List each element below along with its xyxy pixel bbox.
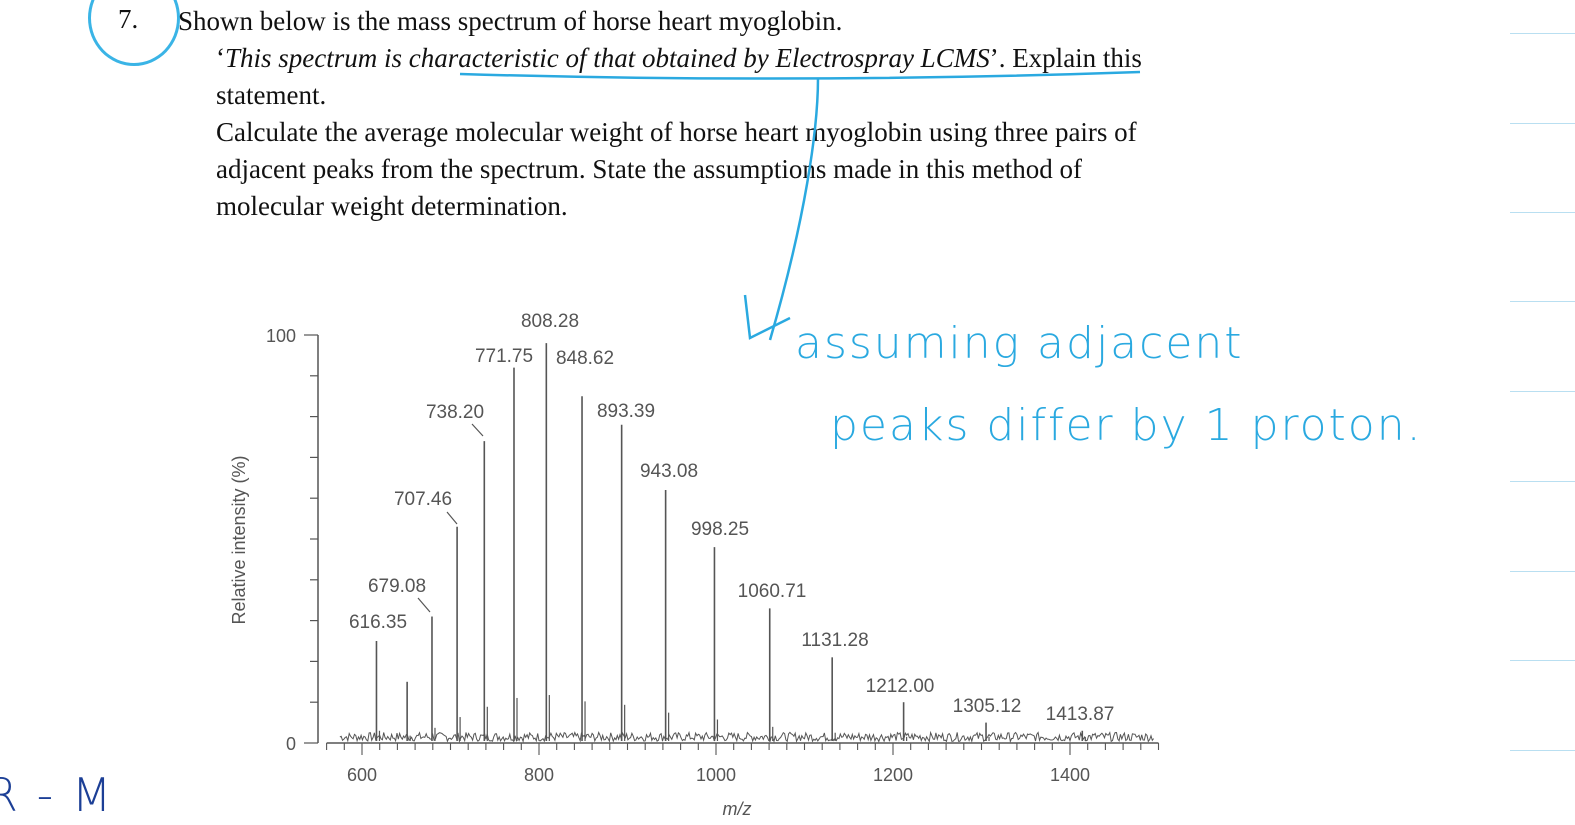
spectrum-baseline <box>339 730 1154 744</box>
notebook-rule <box>1510 391 1575 392</box>
question-line-2: ‘This spectrum is characteristic of that… <box>216 40 1142 77</box>
notebook-rule <box>1510 750 1575 751</box>
label-leader-line <box>417 597 431 613</box>
peak-label: 616.35 <box>349 612 407 633</box>
peak-labels: 616.35 679.08 707.46 738.20 771.75 808.28 848.… <box>349 311 1114 725</box>
peak-label: 1060.71 <box>738 581 807 602</box>
peak-label: 707.46 <box>394 489 452 510</box>
question-line-6: molecular weight determination. <box>216 191 568 221</box>
x-tick-label: 1400 <box>1050 765 1090 785</box>
notebook-rule <box>1510 301 1575 302</box>
question-number: 7. <box>118 4 139 34</box>
x-axis-label: m/z <box>723 799 752 819</box>
peak-label: 738.20 <box>426 402 484 423</box>
chart-axes: 0 100 600 800 1000 1200 1400 <box>266 326 1160 785</box>
peak-label: 998.25 <box>691 519 749 540</box>
peak-label: 679.08 <box>368 576 426 597</box>
x-tick-label: 1200 <box>873 765 913 785</box>
baseline-noise <box>339 730 1154 744</box>
underline-annotation <box>459 70 1141 80</box>
peak-label: 848.62 <box>556 348 614 369</box>
peak-label: 943.08 <box>640 461 698 482</box>
y-tick-label: 100 <box>266 326 296 346</box>
notebook-rule <box>1510 481 1575 482</box>
question-line-4: Calculate the average molecular weight o… <box>216 117 1137 147</box>
notebook-rule <box>1510 33 1575 34</box>
quote-close-text: ’. Explain this <box>989 43 1142 73</box>
x-tick-label: 1000 <box>696 765 736 785</box>
question-line-5: adjacent peaks from the spectrum. State … <box>216 154 1083 184</box>
y-axis-label: Relative intensity (%) <box>229 455 249 624</box>
label-leader-line <box>471 423 484 437</box>
peak-label: 1305.12 <box>953 696 1022 717</box>
question-line-1: Shown below is the mass spectrum of hors… <box>178 6 843 36</box>
arrow-head-icon <box>743 294 791 340</box>
notebook-rule <box>1510 660 1575 661</box>
quoted-statement: This spectrum is characteristic of that … <box>225 43 990 73</box>
quote-open: ‘ <box>216 43 225 73</box>
notebook-rule <box>1510 123 1575 124</box>
label-leader-line <box>446 511 458 525</box>
annotation-arrow <box>768 77 820 341</box>
handwritten-note-line-2: peaks differ by 1 proton. <box>830 400 1423 451</box>
peak-label: 1131.28 <box>801 630 868 651</box>
y-tick-label: 0 <box>286 734 296 754</box>
question-line-3: statement. <box>216 80 327 110</box>
notebook-rule <box>1510 212 1575 213</box>
spectrum-peaks <box>375 343 1086 741</box>
x-tick-label: 600 <box>347 765 377 785</box>
handwritten-note-line-1: assuming adjacent <box>795 318 1244 369</box>
peak-label: 771.75 <box>475 346 533 367</box>
peak-label: 808.28 <box>521 311 579 332</box>
handwritten-bottom-note: R - M <box>0 768 114 822</box>
notebook-rule <box>1510 571 1575 572</box>
peak-label: 1413.87 <box>1046 704 1115 725</box>
peak-label: 893.39 <box>597 401 655 422</box>
peak-label: 1212.00 <box>866 676 935 697</box>
x-tick-label: 800 <box>524 765 554 785</box>
